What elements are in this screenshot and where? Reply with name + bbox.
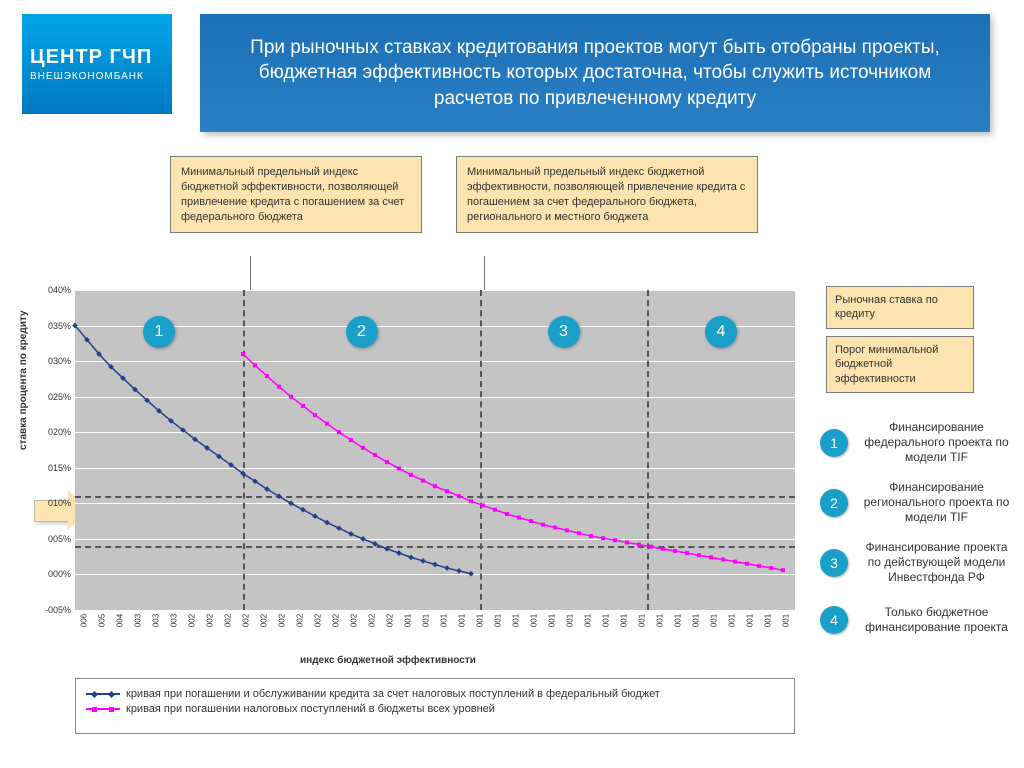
side-item: 1 Финансирование федерального проекта по … <box>820 420 1015 465</box>
x-tick-label: 001 <box>494 614 503 627</box>
side-item: 4 Только бюджетное финансирование проекта <box>820 605 1015 635</box>
x-tick-label: 001 <box>782 614 791 627</box>
x-tick-label: 001 <box>674 614 683 627</box>
x-tick-label: 002 <box>188 614 197 627</box>
callout-right: Минимальный предельный индекс бюджетной … <box>456 156 758 233</box>
x-tick-label: 001 <box>602 614 611 627</box>
x-tick-label: 001 <box>476 614 485 627</box>
x-tick-label: 001 <box>656 614 665 627</box>
side-item-text: Финансирование регионального проекта по … <box>858 480 1015 525</box>
zone-badge: 4 <box>705 316 737 348</box>
y-tick-label: 010% <box>33 498 71 508</box>
x-tick-label: 002 <box>332 614 341 627</box>
x-tick-label: 001 <box>566 614 575 627</box>
y-tick-label: 030% <box>33 356 71 366</box>
gridline <box>75 539 795 540</box>
x-tick-label: 002 <box>242 614 251 627</box>
connector <box>250 256 251 290</box>
y-tick-label: 000% <box>33 569 71 579</box>
legend: кривая при погашении и обслуживании кред… <box>75 678 795 734</box>
x-tick-label: 001 <box>530 614 539 627</box>
side-item: 3 Финансирование проекта по действующей м… <box>820 540 1015 585</box>
x-tick-label: 005 <box>98 614 107 627</box>
reference-line-h <box>75 496 795 498</box>
gridline <box>75 610 795 611</box>
x-axis-title: индекс бюджетной эффективности <box>300 655 476 666</box>
y-tick-label: 015% <box>33 463 71 473</box>
y-tick-label: 025% <box>33 392 71 402</box>
y-tick-label: -005% <box>33 605 71 615</box>
x-tick-label: 001 <box>710 614 719 627</box>
chart-curves <box>75 290 375 440</box>
x-tick-label: 001 <box>440 614 449 627</box>
zone-badge: 2 <box>346 316 378 348</box>
x-tick-label: 006 <box>80 614 89 627</box>
x-tick-label: 002 <box>296 614 305 627</box>
x-tick-label: 003 <box>170 614 179 627</box>
side-item-number: 2 <box>820 489 848 517</box>
legend-text: кривая при погашении и обслуживании кред… <box>126 688 660 700</box>
callout-left: Минимальный предельный индекс бюджетной … <box>170 156 422 233</box>
logo-line2: ВНЕШЭКОНОМБАНК <box>30 71 172 82</box>
y-tick-label: 040% <box>33 285 71 295</box>
callout-threshold: Порог минимальной бюджетной эффективност… <box>826 336 974 393</box>
x-tick-label: 003 <box>134 614 143 627</box>
reference-line-h <box>75 546 795 548</box>
legend-item-pink: кривая при погашении налоговых поступлен… <box>86 703 784 715</box>
x-tick-label: 002 <box>386 614 395 627</box>
connector <box>484 256 485 290</box>
x-tick-label: 002 <box>350 614 359 627</box>
x-tick-label: 001 <box>620 614 629 627</box>
x-tick-label: 001 <box>422 614 431 627</box>
gridline <box>75 468 795 469</box>
x-tick-label: 001 <box>638 614 647 627</box>
logo: ЦЕНТР ГЧП ВНЕШЭКОНОМБАНК <box>22 14 172 114</box>
reference-line-v <box>647 290 649 610</box>
y-tick-label: 005% <box>33 534 71 544</box>
y-tick-label: 035% <box>33 321 71 331</box>
side-item-number: 3 <box>820 549 848 577</box>
x-tick-label: 001 <box>728 614 737 627</box>
x-tick-label: 001 <box>584 614 593 627</box>
side-item-text: Финансирование проекта по действующей мо… <box>858 540 1015 585</box>
logo-line1: ЦЕНТР ГЧП <box>30 46 172 69</box>
side-item-number: 4 <box>820 606 848 634</box>
legend-swatch <box>86 693 120 695</box>
slide-title: При рыночных ставках кредитования проект… <box>200 14 990 132</box>
x-tick-label: 001 <box>512 614 521 627</box>
x-tick-label: 002 <box>314 614 323 627</box>
x-tick-label: 002 <box>278 614 287 627</box>
side-item-text: Финансирование федерального проекта по м… <box>858 420 1015 465</box>
gridline <box>75 503 795 504</box>
zone-badge: 1 <box>143 316 175 348</box>
x-tick-label: 002 <box>368 614 377 627</box>
chart-area: 1234 00600500400300300300200200200200200… <box>75 290 795 610</box>
callout-rate: Рыночная ставка по кредиту <box>826 286 974 329</box>
gridline <box>75 574 795 575</box>
x-tick-label: 001 <box>692 614 701 627</box>
x-tick-label: 001 <box>764 614 773 627</box>
x-tick-label: 001 <box>404 614 413 627</box>
legend-swatch <box>86 708 120 710</box>
legend-item-blue: кривая при погашении и обслуживании кред… <box>86 688 784 700</box>
x-tick-label: 001 <box>548 614 557 627</box>
side-item: 2 Финансирование регионального проекта по… <box>820 480 1015 525</box>
reference-line-v <box>480 290 482 610</box>
x-tick-label: 003 <box>152 614 161 627</box>
side-item-text: Только бюджетное финансирование проекта <box>858 605 1015 635</box>
zone-badge: 3 <box>548 316 580 348</box>
x-tick-label: 002 <box>260 614 269 627</box>
legend-text: кривая при погашении налоговых поступлен… <box>126 703 495 715</box>
x-tick-label: 001 <box>746 614 755 627</box>
x-tick-label: 002 <box>206 614 215 627</box>
x-tick-label: 004 <box>116 614 125 627</box>
side-item-number: 1 <box>820 429 848 457</box>
x-tick-label: 001 <box>458 614 467 627</box>
y-axis-title: ставка процента по кредиту <box>18 310 29 450</box>
x-tick-label: 002 <box>224 614 233 627</box>
title-text: При рыночных ставках кредитования проект… <box>220 35 970 112</box>
y-tick-label: 020% <box>33 427 71 437</box>
